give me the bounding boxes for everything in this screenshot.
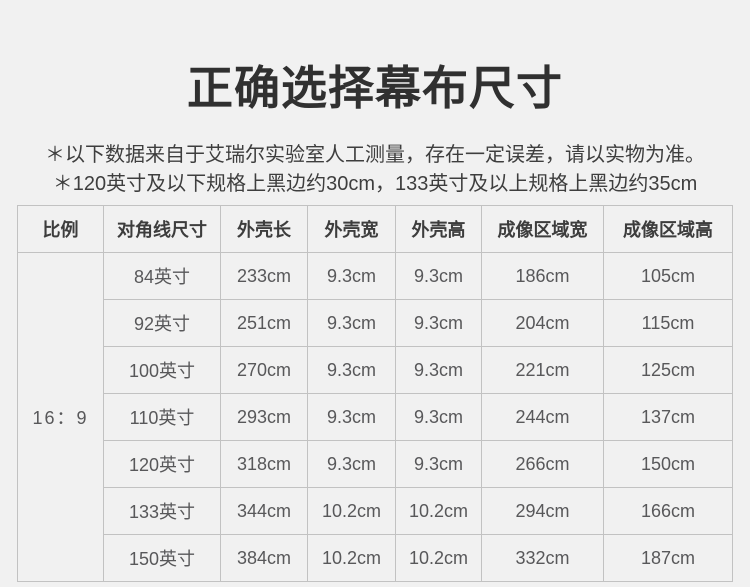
shell-length-cell: 293cm [220, 393, 308, 442]
image-area-height-cell: 105cm [603, 252, 733, 301]
image-area-width-cell: 244cm [481, 393, 604, 442]
footnote-measurement: ＊以下数据来自于艾瑞尔实验室人工测量，存在一定误差，请以实物为准。 [45, 144, 705, 167]
shell-width-cell: 9.3cm [307, 252, 396, 301]
image-area-width-cell: 266cm [481, 440, 604, 489]
shell-length-cell: 344cm [220, 487, 308, 536]
table-row: 150英寸 384cm 10.2cm 10.2cm 332cm 187cm [18, 534, 733, 583]
image-area-height-cell: 115cm [603, 299, 733, 348]
table-row: 100英寸 270cm 9.3cm 9.3cm 221cm 125cm [18, 346, 733, 395]
shell-height-cell: 9.3cm [395, 440, 482, 489]
image-area-width-cell: 332cm [481, 534, 604, 583]
image-area-width-cell: 186cm [481, 252, 604, 301]
ratio-cell: 16：9 [17, 252, 104, 583]
footnotes: ＊以下数据来自于艾瑞尔实验室人工测量，存在一定误差，请以实物为准。 ＊120英寸… [0, 141, 750, 199]
shell-width-cell: 9.3cm [307, 440, 396, 489]
image-area-width-cell: 294cm [481, 487, 604, 536]
col-header-image-area-width: 成像区域宽 [481, 205, 604, 254]
shell-width-cell: 9.3cm [307, 299, 396, 348]
image-area-height-cell: 150cm [603, 440, 733, 489]
diagonal-size-cell: 92英寸 [103, 299, 221, 348]
col-header-shell-width: 外壳宽 [307, 205, 396, 254]
table-row: 16：9 84英寸 233cm 9.3cm 9.3cm 186cm 105cm [17, 252, 733, 583]
diagonal-size-cell: 110英寸 [103, 393, 221, 442]
image-area-height-cell: 166cm [603, 487, 733, 536]
image-area-height-cell: 125cm [603, 346, 733, 395]
table-row: 133英寸 344cm 10.2cm 10.2cm 294cm 166cm [18, 487, 733, 536]
shell-length-cell: 318cm [220, 440, 308, 489]
footnote-black-edge: ＊120英寸及以下规格上黑边约30cm，133英寸及以上规格上黑边约35cm [52, 173, 698, 196]
table-row: 92英寸 251cm 9.3cm 9.3cm 204cm 115cm [18, 299, 733, 348]
shell-height-cell: 9.3cm [395, 346, 482, 395]
shell-height-cell: 10.2cm [395, 487, 482, 536]
shell-length-cell: 384cm [220, 534, 308, 583]
diagonal-size-cell: 133英寸 [103, 487, 221, 536]
shell-height-cell: 10.2cm [395, 534, 482, 583]
shell-width-cell: 10.2cm [307, 534, 396, 583]
size-spec-table: 比例 对角线尺寸 外壳长 外壳宽 外壳高 成像区域宽 成像区域高 16：9 84… [17, 205, 733, 583]
table-row: 120英寸 318cm 9.3cm 9.3cm 266cm 150cm [18, 440, 733, 489]
image-area-height-cell: 187cm [603, 534, 733, 583]
col-header-ratio: 比例 [17, 205, 104, 254]
shell-height-cell: 9.3cm [395, 393, 482, 442]
image-area-height-cell: 137cm [603, 393, 733, 442]
image-area-width-cell: 221cm [481, 346, 604, 395]
shell-height-cell: 9.3cm [395, 252, 482, 301]
shell-width-cell: 9.3cm [307, 393, 396, 442]
diagonal-size-cell: 84英寸 [103, 252, 221, 301]
col-header-shell-height: 外壳高 [395, 205, 482, 254]
page-title: 正确选择幕布尺寸 [187, 62, 563, 114]
shell-length-cell: 251cm [220, 299, 308, 348]
table-row: 110英寸 293cm 9.3cm 9.3cm 244cm 137cm [18, 393, 733, 442]
col-header-shell-length: 外壳长 [220, 205, 308, 254]
header-row: 比例 对角线尺寸 外壳长 外壳宽 外壳高 成像区域宽 成像区域高 [17, 205, 733, 254]
col-header-diagonal: 对角线尺寸 [103, 205, 221, 254]
shell-width-cell: 10.2cm [307, 487, 396, 536]
shell-length-cell: 270cm [220, 346, 308, 395]
diagonal-size-cell: 100英寸 [103, 346, 221, 395]
col-header-image-area-height: 成像区域高 [603, 205, 733, 254]
diagonal-size-cell: 120英寸 [103, 440, 221, 489]
shell-length-cell: 233cm [220, 252, 308, 301]
image-area-width-cell: 204cm [481, 299, 604, 348]
diagonal-size-cell: 150英寸 [103, 534, 221, 583]
shell-height-cell: 9.3cm [395, 299, 482, 348]
shell-width-cell: 9.3cm [307, 346, 396, 395]
